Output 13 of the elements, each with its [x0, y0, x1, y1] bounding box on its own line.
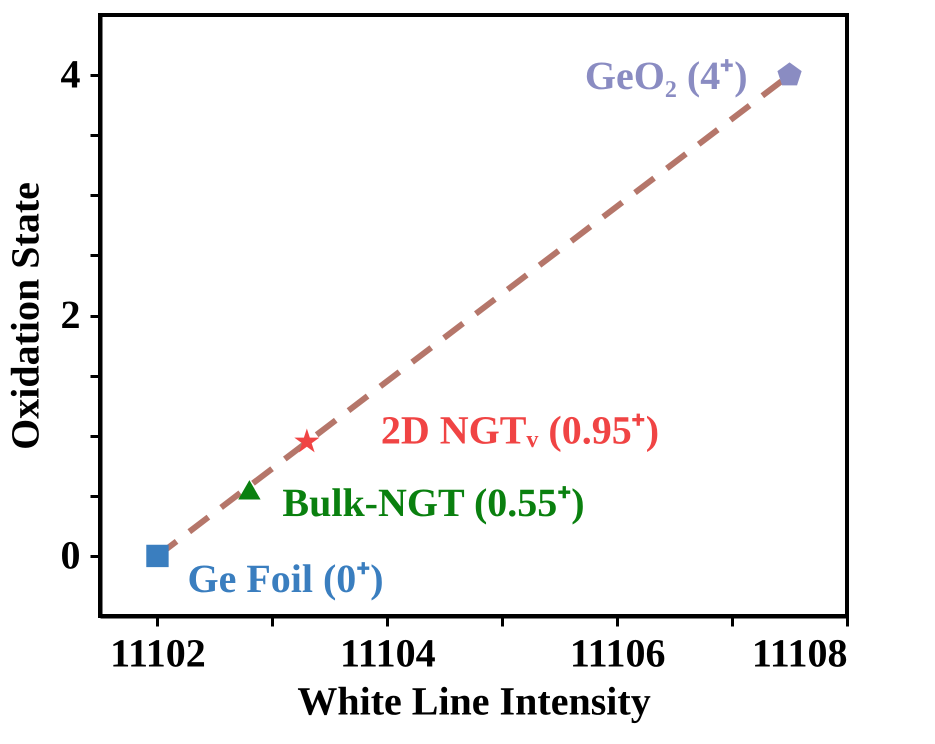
x-axis-title: White Line Intensity	[297, 678, 651, 724]
y-tick-label: 0	[60, 532, 80, 578]
y-tick-label: 4	[60, 52, 80, 97]
y-axis-title: Oxidation State	[2, 182, 48, 450]
x-tick-label: 11106	[570, 630, 666, 676]
series-label: Bulk-NGT (0.55⁺)	[282, 480, 585, 525]
x-tick-label: 11102	[110, 630, 206, 676]
series-label: GeO₂ (4⁺)	[584, 53, 748, 98]
y-tick-label: 2	[60, 292, 80, 337]
series-label: 2D NGTᵥ (0.95⁺)	[380, 408, 660, 453]
x-tick-label: 11104	[340, 630, 436, 676]
x-tick-label: 11108	[752, 630, 848, 676]
series-label: Ge Foil (0⁺)	[187, 556, 384, 601]
